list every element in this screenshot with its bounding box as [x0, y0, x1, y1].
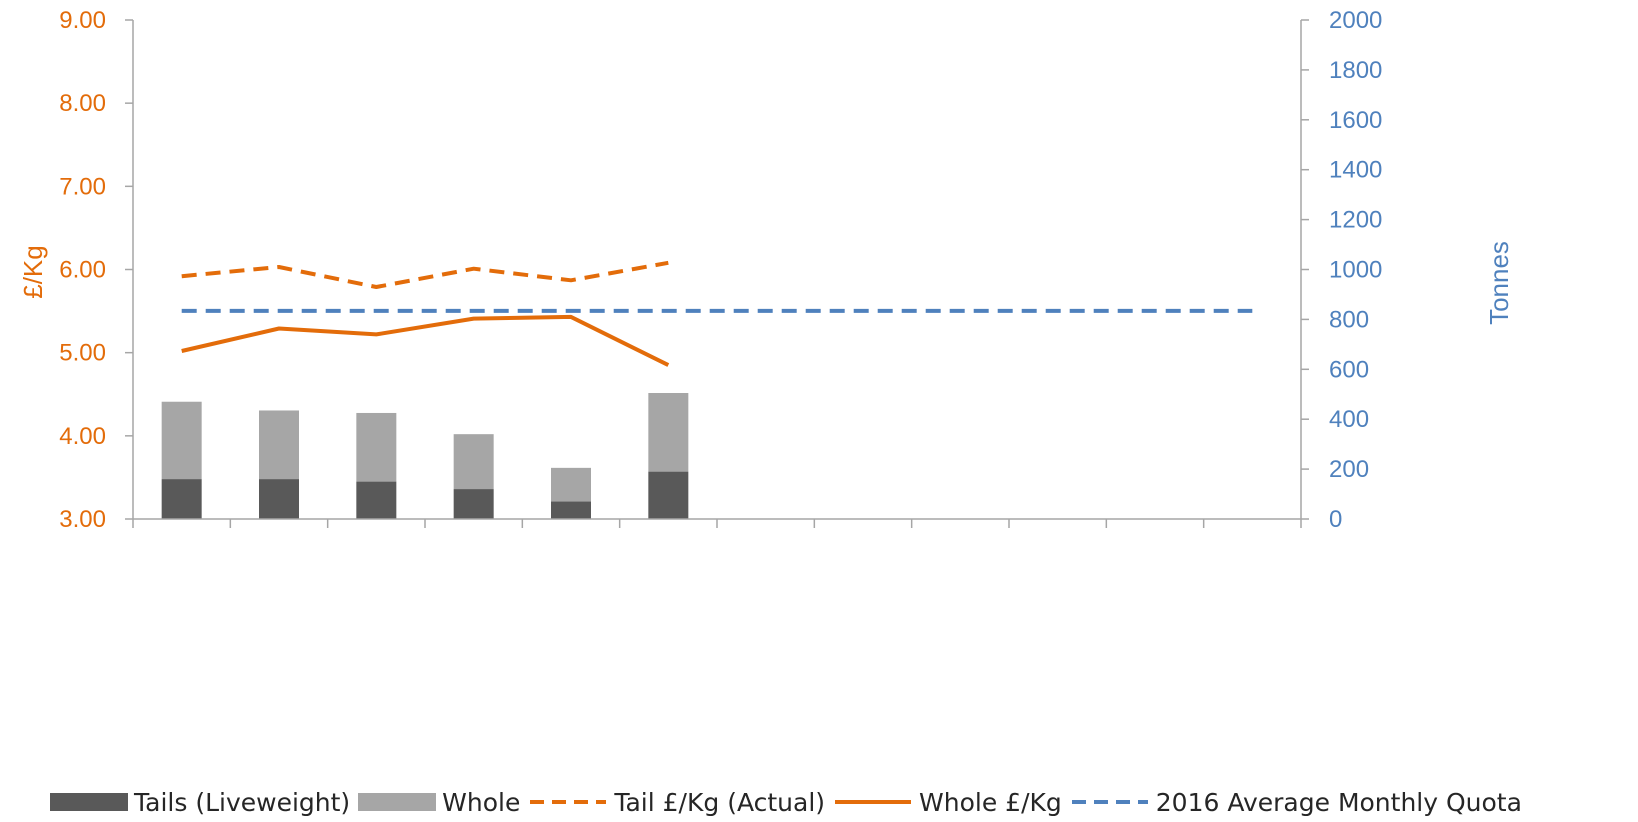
bar-whole: [161, 401, 202, 480]
right-tick-label: 1400: [1329, 157, 1382, 184]
right-tick-label: 2000: [1329, 7, 1382, 34]
bar-tails: [551, 501, 591, 519]
left-tick-label: 8.00: [59, 90, 106, 117]
right-tick-label: 1600: [1329, 107, 1382, 134]
bar-whole: [551, 467, 591, 502]
left-tick-label: 7.00: [59, 173, 106, 200]
right-tick-label: 400: [1329, 406, 1369, 433]
bars-layer: [161, 393, 689, 519]
legend-item-whole-price: Whole £/Kg: [833, 788, 1062, 817]
right-tick-label: 0: [1329, 506, 1342, 533]
right-tick-label: 1200: [1329, 207, 1382, 234]
bar-whole: [356, 412, 397, 482]
bar-whole: [453, 434, 494, 490]
bar-tails: [161, 479, 202, 519]
legend-swatch-whole-price: [835, 800, 912, 804]
bar-tails: [259, 479, 299, 519]
legend-swatch-tail-price: [530, 800, 607, 804]
left-tick-label: 4.00: [59, 423, 106, 450]
right-axis-title: Tonnes: [1484, 241, 1514, 325]
left-axis-title: £/Kg: [18, 245, 48, 299]
legend-swatch-whole: [358, 793, 437, 811]
right-tick-label: 1800: [1329, 57, 1382, 84]
legend-label-whole: Whole: [442, 787, 521, 817]
right-tick-label: 200: [1329, 456, 1369, 483]
legend-item-tail-price: Tail £/Kg (Actual): [528, 788, 825, 817]
line-whole-price: [181, 314, 670, 367]
axes-layer: 3.00 4.00 5.00 6.00 7.00 8.00 9.00 0 200 400 600 80…: [59, 7, 1382, 533]
bar-whole: [259, 410, 299, 480]
bar-tails: [356, 481, 397, 519]
chart-svg: 3.00 4.00 5.00 6.00 7.00 8.00 9.00 0 200 400 600 80…: [18, 7, 1514, 533]
legend-label-whole-price: Whole £/Kg: [919, 787, 1062, 817]
right-tick-label: 1000: [1329, 257, 1382, 284]
legend-item-quota: 2016 Average Monthly Quota: [1070, 788, 1522, 817]
legend-item-whole: Whole: [358, 788, 520, 817]
left-tick-label: 3.00: [59, 506, 106, 533]
left-tick-label: 6.00: [59, 257, 106, 284]
legend: Tails (Liveweight) Whole Tail £/Kg (Actu…: [50, 782, 1530, 822]
legend-label-quota: 2016 Average Monthly Quota: [1155, 787, 1522, 817]
legend-label-tails: Tails (Liveweight): [134, 787, 351, 817]
legend-swatch-tails: [50, 793, 128, 811]
bar-tails: [453, 489, 494, 519]
legend-swatch-quota: [1071, 800, 1148, 804]
bar-tails: [648, 471, 689, 519]
right-tick-label: 600: [1329, 356, 1369, 383]
line-tail-price: [181, 260, 669, 289]
bar-whole: [648, 393, 689, 472]
left-tick-label: 5.00: [59, 340, 106, 367]
legend-label-tail-price: Tail £/Kg (Actual): [614, 787, 826, 817]
left-tick-label: 9.00: [59, 7, 106, 34]
lines-layer: [181, 260, 1253, 367]
right-tick-label: 800: [1329, 306, 1369, 333]
legend-item-tails: Tails (Liveweight): [50, 788, 350, 817]
